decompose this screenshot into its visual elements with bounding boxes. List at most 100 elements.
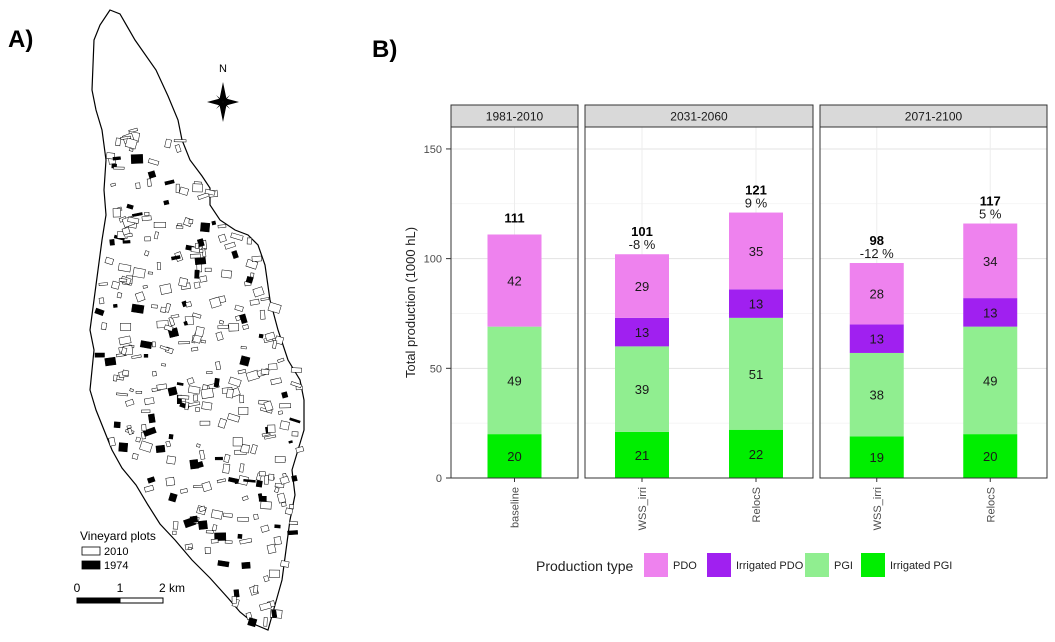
bar-segment-pdo: [615, 254, 669, 318]
plot-2010: [291, 431, 299, 437]
legend-swatch-pgi: [805, 553, 829, 577]
vineyard-plots: [94, 127, 305, 628]
plot-2010: [260, 524, 270, 533]
plot-2010: [108, 436, 116, 447]
plot-2010: [239, 537, 253, 545]
legend-swatch-2010: [81, 546, 101, 556]
plot-1974: [118, 442, 129, 453]
plot-1974: [147, 170, 157, 179]
plot-1974: [142, 426, 157, 437]
bar-total-label: 121: [745, 183, 767, 198]
plot-2010: [240, 345, 247, 350]
plot-2010: [290, 381, 302, 389]
chart-legend: Production type PDO Irrigated PDO PGI Irrig…: [536, 553, 952, 577]
plot-2010: [185, 301, 192, 308]
plot-2010: [152, 370, 157, 377]
north-arrow: [207, 82, 239, 122]
facet-1981-2010: 1981-2010 20 49 42 111 baseline: [450, 104, 579, 528]
plot-1974: [147, 413, 156, 424]
plot-2010: [163, 324, 174, 332]
plot-2010: [131, 452, 139, 460]
plot-2010: [164, 138, 172, 149]
plot-2010: [135, 436, 142, 443]
plot-2010: [174, 144, 182, 153]
plot-2010: [129, 388, 134, 393]
plot-1974: [146, 476, 156, 484]
plot-2010: [106, 152, 115, 160]
plot-2010: [277, 357, 285, 363]
plot-2010: [234, 315, 242, 322]
plot-2010: [173, 139, 187, 143]
plot-2010: [159, 345, 170, 352]
plot-1974: [167, 386, 178, 397]
bar-segment-label: 22: [749, 447, 763, 462]
plot-1974: [176, 382, 184, 386]
plot-2010: [118, 278, 128, 283]
plot-1974: [287, 530, 298, 536]
map-legend-2010: 2010: [104, 546, 128, 558]
plot-2010: [237, 369, 247, 375]
plot-2010: [217, 224, 227, 229]
plot-1974: [245, 275, 254, 284]
plot-2010: [199, 449, 206, 460]
plot-2010: [124, 137, 138, 150]
plot-2010: [120, 347, 128, 356]
legend-label-pdo: PDO: [673, 560, 697, 572]
plot-1974: [227, 477, 239, 484]
plot-2010: [281, 501, 287, 507]
plot-2010: [215, 331, 224, 341]
plot-2010: [228, 323, 240, 332]
plot-2010: [209, 296, 222, 309]
plot-2010: [141, 409, 151, 414]
plot-2010: [98, 297, 105, 305]
plot-2010: [165, 440, 172, 448]
y-axis: 0 50 100 150: [424, 144, 451, 485]
legend-swatch-irrigated-pgi: [861, 553, 885, 577]
plot-1974: [139, 340, 153, 350]
bar-total-label: 117: [980, 194, 1001, 209]
plot-1974: [155, 444, 166, 453]
plot-2010: [204, 267, 212, 272]
plot-2010: [253, 584, 259, 594]
facet-2031-2060: 2031-2060 21 39 13 29 101-8 % WSS_irri 22 51 13 35…: [584, 104, 814, 530]
plot-2010: [260, 368, 270, 376]
plot-2010: [141, 424, 147, 432]
bar-segment-pdo: [849, 263, 904, 325]
x-tick-label: WSS_irri: [637, 487, 649, 530]
y-tick-label: 100: [424, 254, 442, 266]
plot-2010: [115, 137, 122, 147]
plot-2010: [228, 376, 242, 388]
plot-2010: [204, 547, 211, 554]
plot-1974: [288, 440, 293, 444]
plot-2010: [193, 281, 201, 289]
plot-2010: [210, 538, 219, 544]
plot-2010: [112, 374, 118, 382]
plot-2010: [273, 536, 282, 546]
plot-2010: [250, 444, 258, 455]
bar-segment-label: 39: [635, 382, 649, 397]
plot-1974: [189, 515, 199, 524]
plot-1974: [94, 352, 105, 358]
plot-2010: [195, 407, 200, 412]
bar-change-label: 9 %: [745, 196, 768, 211]
plot-2010: [120, 322, 132, 331]
plot-2010: [279, 420, 290, 431]
plot-2010: [144, 250, 150, 257]
plot-2010: [268, 569, 280, 578]
plot-2010: [222, 463, 231, 474]
plot-1974: [109, 239, 115, 246]
plot-2010: [227, 412, 241, 423]
plot-2010: [196, 443, 201, 448]
plot-2010: [135, 390, 143, 394]
legend-title: Production type: [536, 558, 633, 574]
plot-2010: [239, 394, 245, 404]
plot-1974: [168, 434, 174, 440]
x-tick-label: RelocS: [751, 487, 763, 522]
plot-2010: [259, 601, 272, 612]
bar-segment-irrigated-pdo: [729, 289, 783, 318]
bar-total-label: 111: [504, 210, 524, 225]
plot-2010: [241, 495, 249, 502]
plot-1974: [271, 609, 278, 618]
plot-2010: [180, 488, 188, 494]
plot-2010: [199, 249, 204, 253]
